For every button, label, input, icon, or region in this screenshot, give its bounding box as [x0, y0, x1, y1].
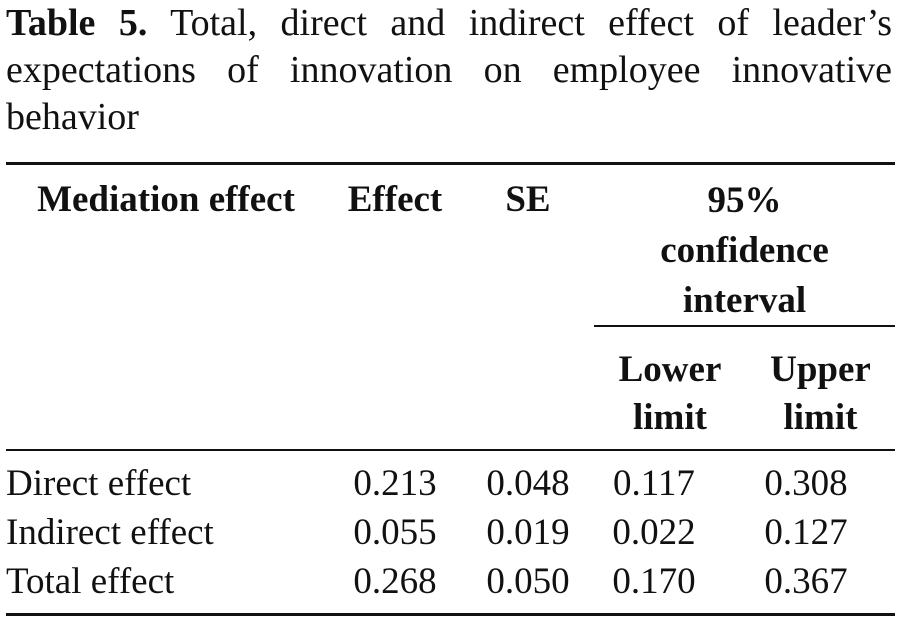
row-direct-label: Direct effect: [6, 463, 192, 504]
row-total-upper: 0.367: [764, 561, 848, 602]
header-lower-limit: Lower limit: [594, 346, 746, 442]
table-bottom-rule: [6, 613, 895, 616]
row-direct-upper: 0.308: [764, 463, 848, 504]
row-indirect-lower: 0.022: [612, 512, 696, 553]
row-total-se: 0.050: [486, 561, 570, 602]
row-direct-lower: 0.117: [613, 463, 695, 504]
row-total-lower: 0.170: [612, 561, 696, 602]
header-confidence-interval: 95% confidence interval: [594, 176, 895, 326]
table-top-rule: [6, 162, 895, 165]
ci-spanner-rule: [594, 325, 895, 327]
row-direct-se: 0.048: [486, 463, 570, 504]
header-effect: Effect: [347, 179, 443, 220]
table-caption-label: Table 5.: [6, 2, 148, 44]
row-total-effect: 0.268: [353, 561, 437, 602]
header-ci-line1: 95%: [707, 180, 782, 221]
row-indirect-se: 0.019: [486, 512, 570, 553]
row-indirect-upper: 0.127: [764, 512, 848, 553]
header-lower-line2: limit: [633, 397, 707, 438]
table-caption-text: Total, direct and indirect effect of lea…: [6, 2, 892, 138]
row-direct-effect: 0.213: [353, 463, 437, 504]
table-header-rule: [6, 449, 895, 451]
header-lower-line1: Lower: [618, 349, 722, 390]
header-ci-line3: interval: [682, 280, 807, 321]
header-se: SE: [505, 179, 551, 220]
row-indirect-effect: 0.055: [353, 512, 437, 553]
header-upper-line1: Upper: [770, 349, 871, 390]
table-caption: Table 5. Total, direct and indirect effe…: [6, 0, 892, 141]
header-ci-line2: confidence: [660, 230, 829, 271]
header-mediation-effect: Mediation effect: [37, 179, 295, 220]
header-upper-line2: limit: [783, 397, 858, 438]
row-total-label: Total effect: [6, 561, 175, 602]
header-upper-limit: Upper limit: [746, 346, 895, 442]
row-indirect-label: Indirect effect: [6, 512, 214, 553]
